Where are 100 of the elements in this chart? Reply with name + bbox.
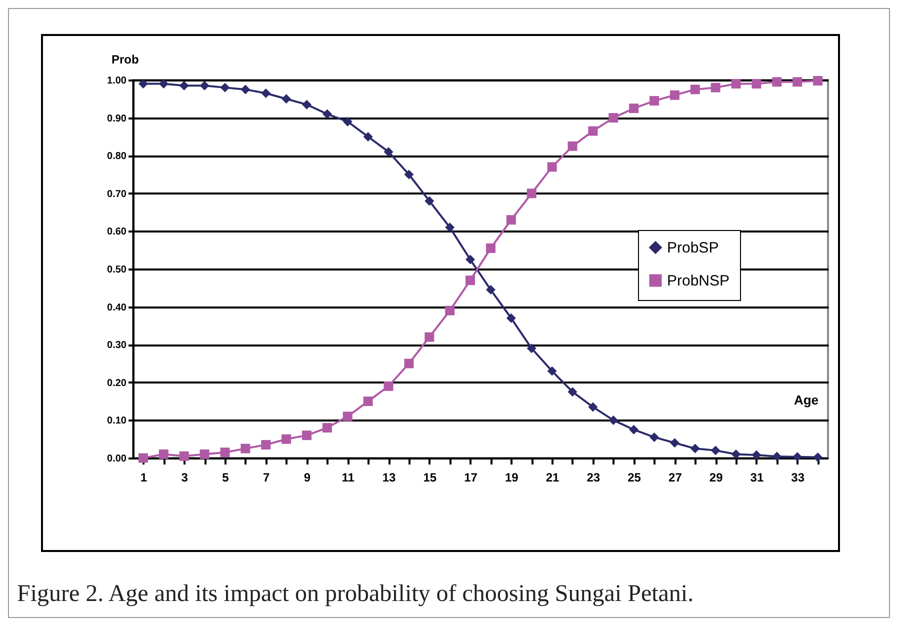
legend-label: ProbNSP bbox=[667, 272, 730, 290]
point bbox=[650, 432, 659, 442]
point bbox=[342, 116, 352, 126]
x-tick-label: 23 bbox=[586, 470, 600, 484]
x-tick-label: 5 bbox=[222, 470, 230, 484]
x-tick-label: 13 bbox=[382, 470, 396, 484]
y-tick-label: 0.60 bbox=[107, 226, 127, 238]
point bbox=[404, 358, 414, 368]
point bbox=[506, 313, 516, 323]
x-tick-label: 33 bbox=[791, 470, 805, 484]
point bbox=[424, 332, 434, 342]
point bbox=[466, 276, 476, 286]
point bbox=[486, 243, 496, 253]
point bbox=[670, 90, 680, 100]
point bbox=[342, 412, 352, 422]
point bbox=[588, 126, 598, 136]
point bbox=[138, 453, 148, 463]
x-tick-label: 11 bbox=[342, 470, 355, 484]
y-axis-title: Prob bbox=[112, 52, 139, 66]
point bbox=[302, 100, 312, 110]
y-tick-label: 1.00 bbox=[107, 76, 127, 86]
point bbox=[158, 449, 168, 459]
point bbox=[588, 402, 598, 412]
point bbox=[792, 77, 802, 87]
point bbox=[302, 430, 312, 440]
x-tick-label: 1 bbox=[140, 470, 148, 484]
point bbox=[486, 285, 496, 295]
y-tick-label: 0.90 bbox=[107, 113, 127, 124]
point bbox=[240, 84, 250, 94]
point bbox=[650, 96, 659, 106]
point bbox=[568, 141, 578, 151]
point bbox=[608, 415, 618, 425]
point bbox=[158, 79, 168, 89]
point bbox=[424, 196, 434, 206]
point bbox=[690, 444, 700, 454]
point bbox=[731, 449, 741, 459]
point bbox=[445, 306, 455, 316]
point bbox=[710, 446, 720, 456]
x-tick-label: 29 bbox=[709, 470, 724, 484]
point bbox=[200, 80, 210, 90]
point bbox=[772, 452, 782, 462]
point bbox=[710, 82, 720, 92]
point bbox=[608, 113, 618, 123]
x-tick-label: 7 bbox=[263, 470, 270, 484]
caption: Figure 2. Age and its impact on probability of choosing Sungai Petani. bbox=[17, 581, 694, 608]
x-axis-title: Age bbox=[794, 392, 818, 408]
point bbox=[752, 450, 762, 460]
point bbox=[568, 387, 578, 397]
point bbox=[629, 104, 639, 114]
y-tick-label: 0.40 bbox=[107, 302, 127, 314]
point bbox=[690, 84, 700, 94]
y-tick-label: 0.00 bbox=[107, 454, 127, 464]
point bbox=[466, 254, 476, 264]
point bbox=[138, 79, 148, 89]
point bbox=[813, 76, 823, 86]
point bbox=[282, 94, 292, 104]
point bbox=[384, 381, 394, 391]
point bbox=[526, 188, 536, 198]
x-tick-label: 25 bbox=[628, 470, 642, 484]
y-tick-label: 0.30 bbox=[107, 340, 127, 352]
point bbox=[179, 80, 189, 90]
x-tick-label: 21 bbox=[546, 470, 560, 484]
point bbox=[445, 222, 455, 232]
point bbox=[322, 109, 332, 119]
point bbox=[547, 366, 557, 376]
point bbox=[772, 77, 782, 87]
x-tick-label: 31 bbox=[750, 470, 764, 484]
y-tick-label: 0.70 bbox=[107, 188, 127, 200]
x-tick-label: 15 bbox=[423, 470, 437, 484]
y-tick-label: 0.20 bbox=[107, 378, 127, 389]
point bbox=[792, 452, 802, 462]
point bbox=[547, 162, 557, 172]
point bbox=[731, 79, 741, 89]
point bbox=[240, 444, 250, 454]
y-tick-label: 0.80 bbox=[107, 151, 127, 162]
point bbox=[404, 170, 414, 180]
x-tick-label: 17 bbox=[464, 470, 478, 484]
point bbox=[526, 344, 536, 354]
point bbox=[629, 424, 639, 434]
point bbox=[506, 215, 516, 225]
point bbox=[220, 448, 230, 458]
point bbox=[363, 132, 373, 142]
point bbox=[261, 88, 271, 98]
x-tick-label: 27 bbox=[668, 470, 682, 484]
y-tick-label: 0.50 bbox=[107, 264, 127, 276]
point bbox=[220, 82, 230, 92]
point bbox=[179, 451, 189, 461]
x-tick-label: 9 bbox=[304, 470, 311, 484]
x-tick-label: 3 bbox=[181, 470, 188, 484]
point bbox=[752, 79, 762, 89]
point bbox=[322, 423, 332, 433]
legend-label: ProbSP bbox=[667, 240, 719, 256]
point bbox=[384, 147, 394, 157]
y-tick-label: 0.10 bbox=[107, 416, 127, 427]
point bbox=[363, 396, 373, 406]
point bbox=[813, 452, 823, 462]
point bbox=[670, 438, 680, 448]
x-tick-label: 19 bbox=[504, 470, 519, 484]
point bbox=[282, 434, 292, 444]
point bbox=[261, 440, 271, 450]
